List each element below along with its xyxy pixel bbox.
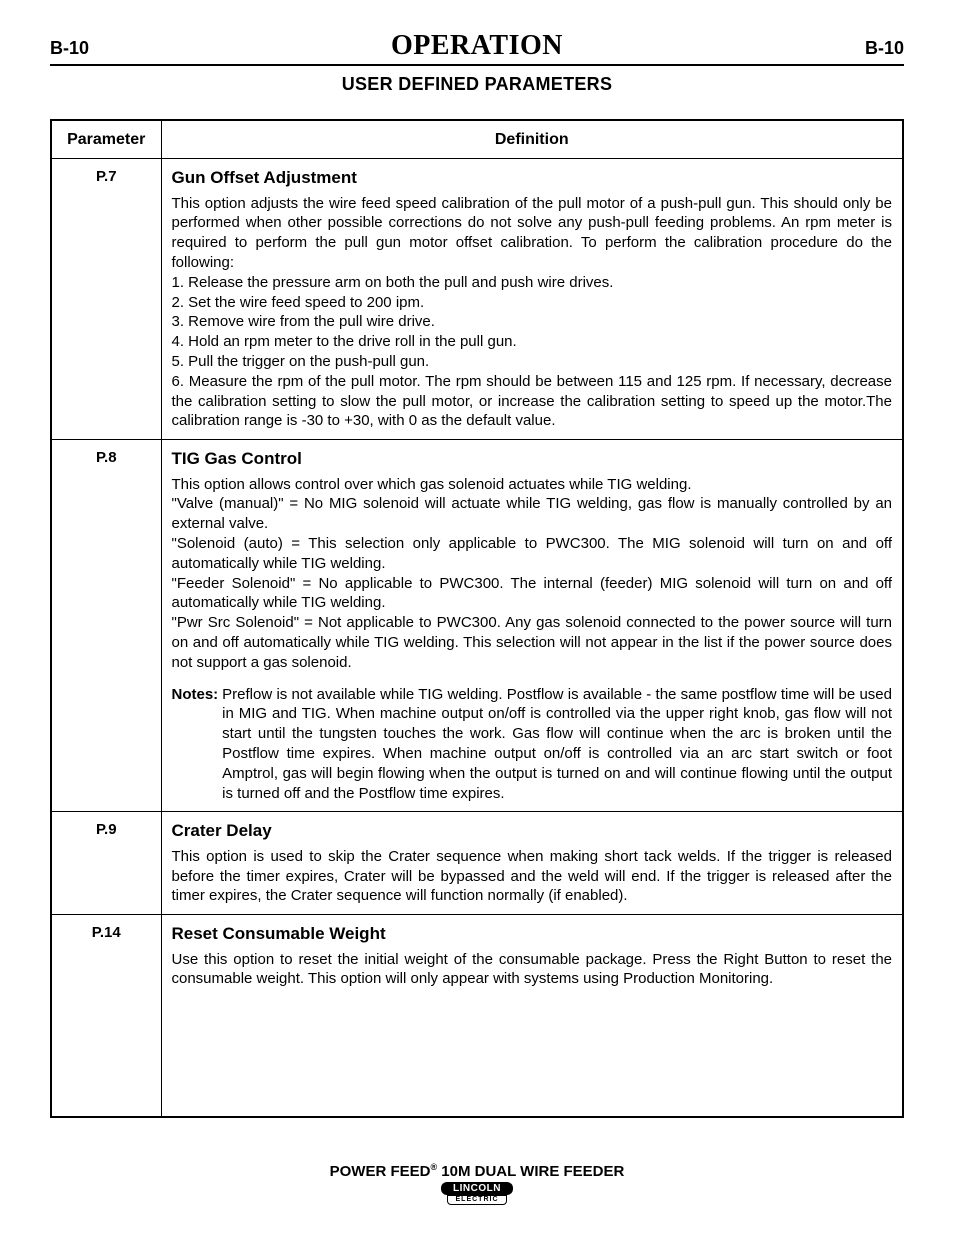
definition-para: This option allows control over which ga… (172, 475, 893, 495)
brand-logo-top: LINCOLN (441, 1182, 513, 1195)
definition-body: Use this option to reset the initial wei… (172, 950, 893, 990)
definition-title: Crater Delay (172, 820, 893, 842)
page-number-right: B-10 (865, 38, 904, 59)
definition-para: This option is used to skip the Crater s… (172, 847, 893, 906)
param-definition: Gun Offset Adjustment This option adjust… (161, 159, 903, 440)
definition-para: "Pwr Src Solenoid" = Not applicable to P… (172, 613, 893, 672)
table-row-spacer (51, 997, 903, 1117)
param-id: P.7 (51, 159, 161, 440)
notes-label: Notes: (172, 685, 223, 804)
param-id: P.9 (51, 812, 161, 915)
definition-notes: Notes: Preflow is not available while TI… (172, 685, 893, 804)
page-footer: POWER FEED® 10M DUAL WIRE FEEDER LINCOLN… (0, 1162, 954, 1205)
definition-intro: This option adjusts the wire feed speed … (172, 194, 893, 273)
table-row: P.8 TIG Gas Control This option allows c… (51, 440, 903, 812)
col-header-definition: Definition (161, 120, 903, 159)
param-definition: Reset Consumable Weight Use this option … (161, 915, 903, 998)
table-row: P.14 Reset Consumable Weight Use this op… (51, 915, 903, 998)
param-id: P.14 (51, 915, 161, 998)
param-definition: Crater Delay This option is used to skip… (161, 812, 903, 915)
definition-para: "Valve (manual)" = No MIG solenoid will … (172, 494, 893, 534)
param-definition: TIG Gas Control This option allows contr… (161, 440, 903, 812)
definition-step: 1. Release the pressure arm on both the … (172, 273, 893, 293)
brand-logo-bottom: ELECTRIC (447, 1195, 507, 1205)
col-header-parameter: Parameter (51, 120, 161, 159)
table-row: P.7 Gun Offset Adjustment This option ad… (51, 159, 903, 440)
definition-step: 6. Measure the rpm of the pull motor. Th… (172, 372, 893, 431)
definition-title: Reset Consumable Weight (172, 923, 893, 945)
definition-para: Use this option to reset the initial wei… (172, 950, 893, 990)
notes-text: Preflow is not available while TIG weldi… (222, 685, 892, 804)
definition-step: 2. Set the wire feed speed to 200 ipm. (172, 293, 893, 313)
page-header: B-10 OPERATION B-10 (50, 30, 904, 66)
table-row: P.9 Crater Delay This option is used to … (51, 812, 903, 915)
definition-step: 4. Hold an rpm meter to the drive roll i… (172, 332, 893, 352)
definition-body: This option is used to skip the Crater s… (172, 847, 893, 906)
page-number-left: B-10 (50, 38, 89, 59)
table-header-row: Parameter Definition (51, 120, 903, 159)
definition-step: 5. Pull the trigger on the push-pull gun… (172, 352, 893, 372)
definition-para: "Solenoid (auto) = This selection only a… (172, 534, 893, 574)
page-subtitle: USER DEFINED PARAMETERS (50, 74, 904, 95)
footer-product: POWER FEED® 10M DUAL WIRE FEEDER (0, 1162, 954, 1180)
page-title: OPERATION (391, 30, 563, 62)
definition-para: "Feeder Solenoid" = No applicable to PWC… (172, 574, 893, 614)
param-id: P.8 (51, 440, 161, 812)
footer-product-pre: POWER FEED (330, 1163, 431, 1180)
parameters-table: Parameter Definition P.7 Gun Offset Adju… (50, 119, 904, 1118)
definition-step: 3. Remove wire from the pull wire drive. (172, 312, 893, 332)
footer-product-post: 10M DUAL WIRE FEEDER (437, 1163, 624, 1180)
brand-logo: LINCOLN ELECTRIC (441, 1182, 513, 1205)
definition-body: This option adjusts the wire feed speed … (172, 194, 893, 432)
definition-title: Gun Offset Adjustment (172, 167, 893, 189)
definition-body: This option allows control over which ga… (172, 475, 893, 804)
definition-title: TIG Gas Control (172, 448, 893, 470)
